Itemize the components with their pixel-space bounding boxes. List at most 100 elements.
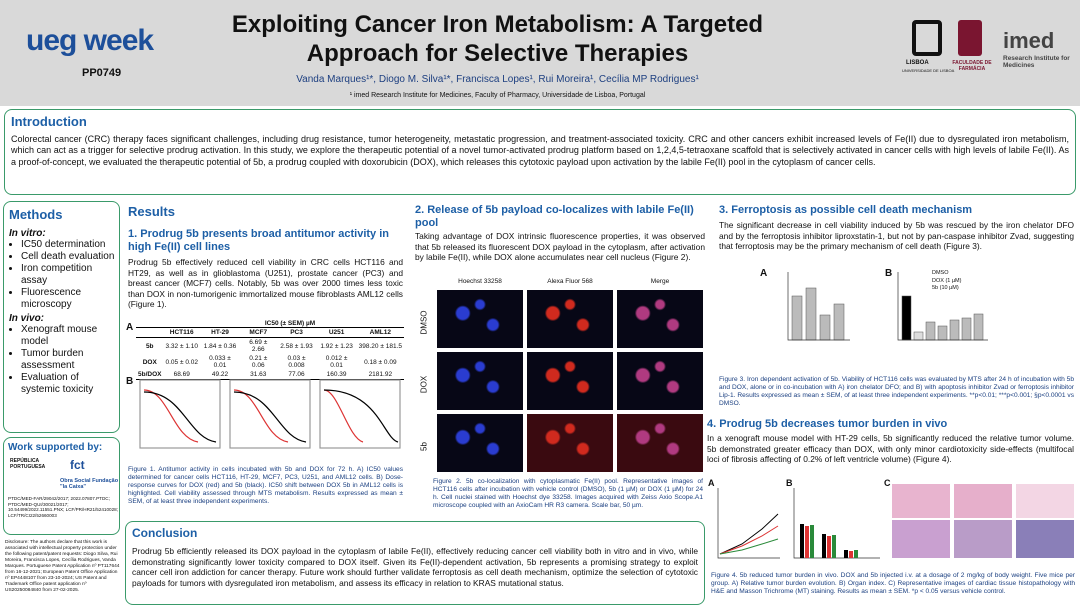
micrograph [527,414,613,472]
paragraph: Colorectal cancer (CRC) therapy faces si… [11,134,1069,167]
list-item: IC50 determination [21,239,119,251]
poster-code: PP0749 [82,67,122,79]
row-label: 5b [419,442,429,451]
dose-response-plots [139,379,401,449]
row-header: 5b [145,342,154,350]
cell: 49.22 [211,371,229,378]
cell: 0.03 ± 0.008 [287,355,306,369]
viability-bars [787,272,988,341]
disclosure: Disclosure: The authors declare that thi… [5,540,120,593]
heading: 2. Release of 5b payload co-localizes wi… [415,204,694,230]
row-header: DOX [142,358,157,366]
panel-label: B [126,376,134,387]
cell: 0.05 ± 0.02 [165,358,198,366]
micrograph [437,290,523,348]
cell: 0.18 ± 0.09 [364,358,397,366]
table-row: 5b/DOX 68.69 49.22 31.63 77.06 160.39 2181.92 [136,370,404,380]
panel-label: B [786,478,793,488]
table-row: DOX 0.05 ± 0.02 0.033 ± 0.01 0.21 ± 0.06 0.0… [136,354,404,370]
micrograph [617,290,703,348]
affiliation: ¹ imed Research Institute for Medicines,… [349,92,646,99]
header-band [0,0,1080,106]
conclusion-box: Conclusion Prodrug 5b efficiently releas… [125,521,705,605]
label: In vitro: [9,228,46,239]
micrograph [617,414,703,472]
label: In vivo: [9,313,45,324]
support-box: Work supported by: REPÚBLICA PORTUGUESA … [3,437,120,535]
grants: PTDC/MED-FAR/29042/2017; 2022.07807.PTDC… [8,496,118,519]
cell: 0.012 ± 0.01 [325,355,348,369]
heading: Conclusion [132,526,198,540]
micrograph [527,352,613,410]
funder: fct [70,458,85,472]
column-header: AML12 [369,329,391,336]
funder: REPÚBLICA PORTUGUESA [10,458,46,470]
heading: Work supported by: [8,442,103,453]
cell: 160.39 [326,371,347,378]
column-header: U251 [328,329,345,336]
micrograph [437,414,523,472]
caption: Figure 1. Antitumor activity in cells in… [128,466,403,506]
caption: Figure 2. 5b co-localization with cytopl… [433,478,703,510]
ulisboa-mark [912,20,942,56]
ulisboa-sub: UNIVERSIDADE DE LISBOA [902,68,955,73]
in-vivo-figures [717,484,1074,559]
cell: 0.21 ± 0.06 [249,355,268,369]
cell: 31.63 [250,371,267,378]
cell: 77.06 [288,371,305,378]
paragraph: Prodrug 5b efficiently released its DOX … [132,546,698,588]
funder: Obra Social Fundação "la Caixa" [60,478,119,490]
heading: Results [128,204,175,219]
micrograph [437,352,523,410]
heading: Introduction [11,114,87,129]
authors: Vanda Marques¹*, Diogo M. Silva¹*, Franc… [296,74,699,85]
micrograph [617,352,703,410]
ulisboa: LISBOA [906,60,929,66]
panel-label: C [884,478,891,488]
micrograph [527,290,613,348]
list-item: Iron competition assay [21,263,119,287]
cell: 2181.92 [368,371,393,378]
ic50-table: IC50 (± SEM) µM HCT116 HT-29 MCF7 PC3 U251 AM… [136,320,404,380]
paragraph: The significant decrease in cell viabili… [719,220,1074,251]
microscopy-grid: Hoechst 33258 Alexa Fluor 568 Merge DMSO DOX… [415,278,705,474]
paragraph: Prodrug 5b effectively reduced cell viab… [128,257,403,309]
ffarm: FACULDADE DE FARMÁCIA [952,60,992,72]
cell: 1.84 ± 0.36 [203,342,237,350]
cell: 398.20 ± 181.5 [358,342,402,350]
caption: Figure 3. Iron dependent activation of 5… [719,376,1074,408]
list: Xenograft mouse modelTumor burden assess… [9,324,119,396]
panel-label: A [126,322,134,333]
list: IC50 determinationCell death evaluationI… [9,239,119,311]
paragraph: In a xenograft mouse model with HT-29 ce… [707,433,1074,464]
cell: 1.92 ± 1.23 [320,342,353,350]
logo: ueg week [26,24,154,57]
cell: 2.58 ± 1.93 [280,342,313,350]
column-header: HT-29 [211,329,229,336]
heading: 1. Prodrug 5b presents broad antitumor a… [128,228,389,254]
panel-label: A [708,478,715,488]
cell: 3.32 ± 1.10 [165,342,198,350]
column-header: MCF7 [249,329,268,336]
heading: 4. Prodrug 5b decreases tumor burden in … [707,418,948,430]
panel-label: A [760,268,768,279]
row-label: DOX [419,375,429,394]
imed-sub: Research Institute for Medicines [1003,55,1070,69]
column-label: Merge [650,278,670,285]
list-item: Fluorescence microscopy [21,287,119,311]
cell: 68.69 [173,371,190,378]
column-label: Hoechst 33258 [458,278,502,285]
cell: 6.69 ± 2.66 [249,339,268,353]
legend-item: DMSO [932,270,949,276]
methods-list: In vitro: IC50 determinationCell death e… [9,228,119,396]
list-item: Cell death evaluation [21,251,119,263]
table: HCT116 HT-29 MCF7 PC3 U251 AML12 5b 3.32 ± 1.10… [136,327,404,380]
cell: 0.033 ± 0.01 [209,355,231,369]
legend-item: 5b (10 µM) [932,285,959,292]
legend-item: DOX (1 µM) [932,277,962,284]
table-row: 5b 3.32 ± 1.10 1.84 ± 0.36 6.69 ± 2.66 2.58 … [136,338,404,355]
table-title: IC50 (± SEM) µM [264,320,316,327]
column-label: Alexa Fluor 568 [547,278,593,285]
list-item: Evaluation of systemic toxicity [21,372,119,396]
